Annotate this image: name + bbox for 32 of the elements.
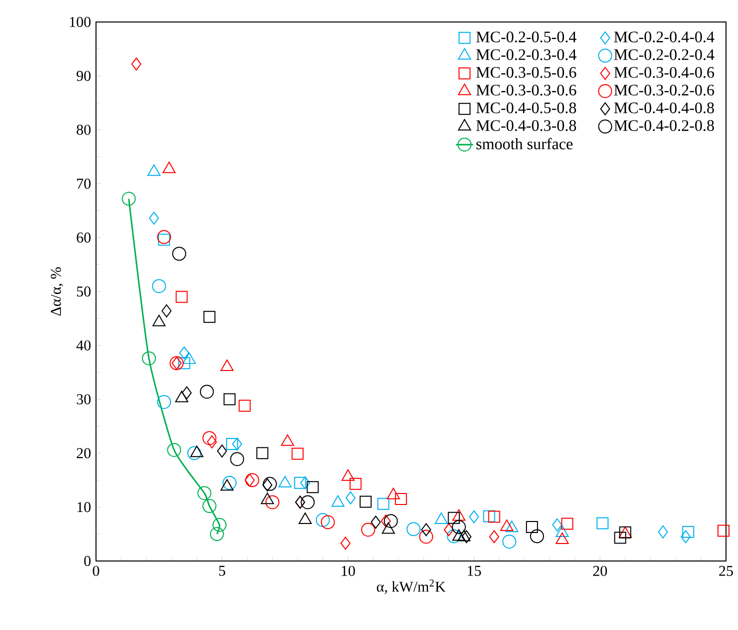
x-tick-label: 10 xyxy=(342,566,355,576)
legend-label: MC-0.2-0.2-0.4 xyxy=(614,49,714,60)
y-tick-label: 10 xyxy=(77,502,91,512)
legend-label: MC-0.3-0.5-0.6 xyxy=(476,67,576,78)
y-tick-label: 30 xyxy=(76,394,91,404)
y-tick-label: 100 xyxy=(70,16,91,28)
y-tick-label: 70 xyxy=(77,178,91,189)
y-tick-label: 60 xyxy=(76,232,91,243)
legend-label: MC-0.3-0.3-0.6 xyxy=(476,84,576,96)
y-tick-label: 50 xyxy=(77,286,91,297)
legend-label: smooth surface xyxy=(476,138,573,150)
legend-label: MC-0.4-0.5-0.8 xyxy=(476,102,576,114)
legend-label: MC-0.4-0.2-0.8 xyxy=(614,120,714,132)
x-tick-label: 5 xyxy=(219,566,226,576)
y-tick-label: 90 xyxy=(76,70,91,81)
y-tick-label: 20 xyxy=(76,448,91,458)
y-axis-title: Δα/α, % xyxy=(50,267,64,316)
x-axis-title: α, kW/m$^{2}$K xyxy=(376,580,446,594)
legend-label: MC-0.2-0.3-0.4 xyxy=(476,49,576,60)
y-tick-label: 40 xyxy=(76,340,91,350)
y-tick-label: 80 xyxy=(76,124,91,135)
x-tick-label: 20 xyxy=(593,566,607,576)
legend-label: MC-0.3-0.4-0.6 xyxy=(614,67,714,78)
y-tick-label: 0 xyxy=(84,556,91,566)
legend-label: MC-0.4-0.3-0.8 xyxy=(476,120,576,132)
legend-label: MC-0.2-0.4-0.4 xyxy=(614,32,714,42)
legend-label: MC-0.2-0.5-0.4 xyxy=(476,32,576,42)
x-tick-label: 0 xyxy=(92,566,100,576)
legend-label: MC-0.3-0.2-0.6 xyxy=(614,84,714,96)
legend-label: MC-0.4-0.4-0.8 xyxy=(614,102,714,114)
x-tick-label: 15 xyxy=(468,566,481,576)
x-tick-label: 25 xyxy=(719,566,733,576)
